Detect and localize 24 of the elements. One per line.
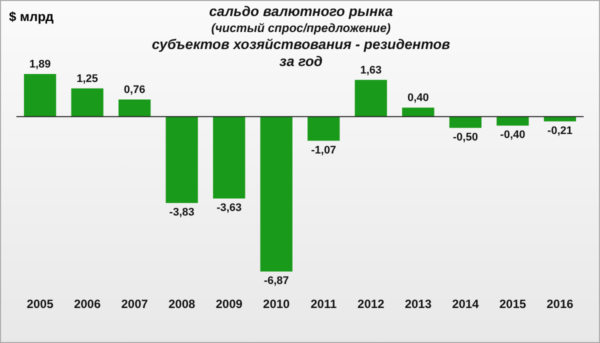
data-label: -3,83 <box>169 206 194 219</box>
x-tick-label: 2014 <box>452 297 480 312</box>
y-axis-title: $ млрд <box>9 9 54 24</box>
data-label: -6,87 <box>264 275 289 288</box>
x-tick-label: 2013 <box>404 297 432 312</box>
x-tick-label: 2012 <box>358 297 385 312</box>
data-label: 0,40 <box>407 92 429 104</box>
x-tick-label: 2009 <box>216 297 243 312</box>
data-label: -0,50 <box>452 131 478 144</box>
data-label: -3,63 <box>216 202 242 214</box>
x-tick-label: 2015 <box>499 297 526 312</box>
data-label: 0,76 <box>124 84 146 96</box>
x-tick-label: 2008 <box>168 297 196 312</box>
x-tick-label: 2005 <box>26 297 54 312</box>
data-label: 1,25 <box>76 72 98 85</box>
data-label: -1,07 <box>311 144 336 156</box>
x-tick-label: 2007 <box>121 297 148 312</box>
x-tick-label: 2016 <box>546 297 574 312</box>
data-label: -0,40 <box>500 129 526 142</box>
x-tick-label: 2010 <box>263 297 290 312</box>
x-tick-label: 2006 <box>74 297 101 312</box>
data-label: -0,21 <box>547 124 572 137</box>
x-tick-label: 2011 <box>310 297 337 312</box>
data-label: 1,89 <box>29 58 51 71</box>
